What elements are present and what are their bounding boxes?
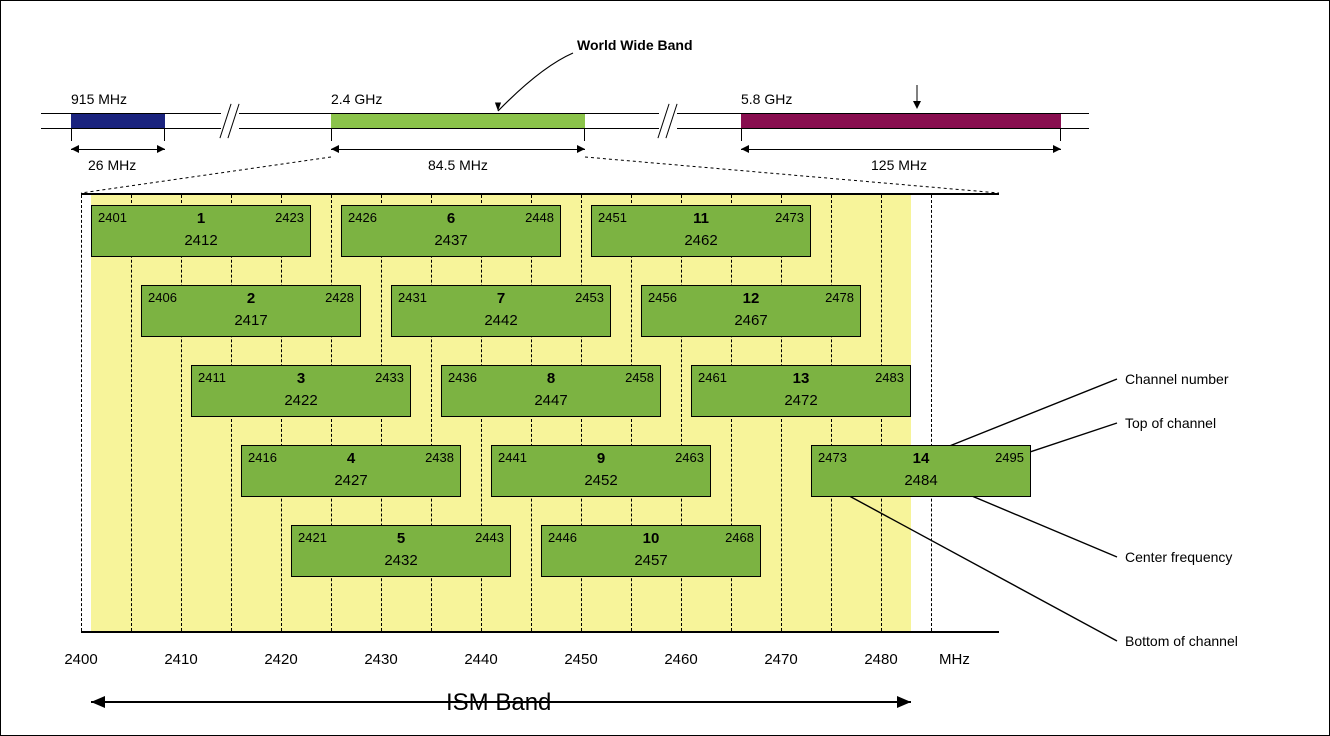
channel-number: 13: [692, 370, 910, 387]
channel-number: 12: [642, 290, 860, 307]
grid-line: [181, 195, 182, 631]
channel-3: 2411243332422: [191, 365, 411, 417]
channel-9: 2441246392452: [491, 445, 711, 497]
channel-2: 2406242822417: [141, 285, 361, 337]
channel-4: 2416243842427: [241, 445, 461, 497]
channel-number: 7: [392, 290, 610, 307]
callout-top-of-channel: Top of channel: [1125, 415, 1216, 431]
callout-bottom-of-channel: Bottom of channel: [1125, 633, 1238, 649]
channel-center-freq: 2437: [342, 232, 560, 249]
channel-7: 2431245372442: [391, 285, 611, 337]
axis-tick-label: 2480: [864, 651, 897, 668]
channel-14: 24732495142484: [811, 445, 1031, 497]
axis-tick-label: 2400: [64, 651, 97, 668]
ism-span-line: [91, 701, 911, 703]
channel-center-freq: 2472: [692, 392, 910, 409]
channel-number: 6: [342, 210, 560, 227]
ism-915-label: 915 MHz: [71, 91, 127, 107]
channel-center-freq: 2432: [292, 552, 510, 569]
channel-number: 10: [542, 530, 760, 547]
channel-10: 24462468102457: [541, 525, 761, 577]
callout-center-frequency: Center frequency: [1125, 549, 1232, 565]
channel-13: 24612483132472: [691, 365, 911, 417]
channel-number: 2: [142, 290, 360, 307]
channel-number: 8: [442, 370, 660, 387]
ism-2400-band: [331, 113, 585, 129]
channel-8: 2436245882447: [441, 365, 661, 417]
callout-channel-number: Channel number: [1125, 371, 1229, 387]
ism-band-label: ISM Band: [446, 689, 551, 717]
ism-2400-label: 2.4 GHz: [331, 91, 382, 107]
axis-tick-label: 2420: [264, 651, 297, 668]
channel-center-freq: 2452: [492, 472, 710, 489]
channel-number: 1: [92, 210, 310, 227]
channel-center-freq: 2484: [812, 472, 1030, 489]
ism-915-band: [71, 113, 165, 129]
channel-center-freq: 2427: [242, 472, 460, 489]
channel-center-freq: 2442: [392, 312, 610, 329]
channel-center-freq: 2417: [142, 312, 360, 329]
axis-tick-label: 2460: [664, 651, 697, 668]
channel-number: 9: [492, 450, 710, 467]
axis-tick-label: 2430: [364, 651, 397, 668]
channel-center-freq: 2412: [92, 232, 310, 249]
axis-tick-label: 2440: [464, 651, 497, 668]
world-wide-band-label: World Wide Band: [577, 37, 693, 53]
channel-number: 11: [592, 210, 810, 227]
channel-12: 24562478122467: [641, 285, 861, 337]
channel-5: 2421244352432: [291, 525, 511, 577]
channel-number: 14: [812, 450, 1030, 467]
channel-11: 24512473112462: [591, 205, 811, 257]
ism-915-width-label: 26 MHz: [88, 157, 136, 173]
channel-center-freq: 2467: [642, 312, 860, 329]
axis-tick-label: 2470: [764, 651, 797, 668]
axis-tick-label: 2450: [564, 651, 597, 668]
channel-center-freq: 2447: [442, 392, 660, 409]
channel-1: 2401242312412: [91, 205, 311, 257]
axis-unit-label: MHz: [939, 651, 970, 668]
channel-center-freq: 2457: [542, 552, 760, 569]
marker-arrow-icon: [913, 101, 921, 109]
axis-tick-label: 2410: [164, 651, 197, 668]
channel-number: 4: [242, 450, 460, 467]
grid-line: [131, 195, 132, 631]
channel-number: 3: [192, 370, 410, 387]
ism-2400-width-label: 84.5 MHz: [428, 157, 488, 173]
channel-number: 5: [292, 530, 510, 547]
grid-line: [81, 195, 82, 631]
ism-5800-band: [741, 113, 1061, 129]
ism-5800-width-label: 125 MHz: [871, 157, 927, 173]
channel-center-freq: 2462: [592, 232, 810, 249]
grid-line: [931, 195, 932, 631]
ism-5800-label: 5.8 GHz: [741, 91, 792, 107]
channel-center-freq: 2422: [192, 392, 410, 409]
channel-6: 2426244862437: [341, 205, 561, 257]
